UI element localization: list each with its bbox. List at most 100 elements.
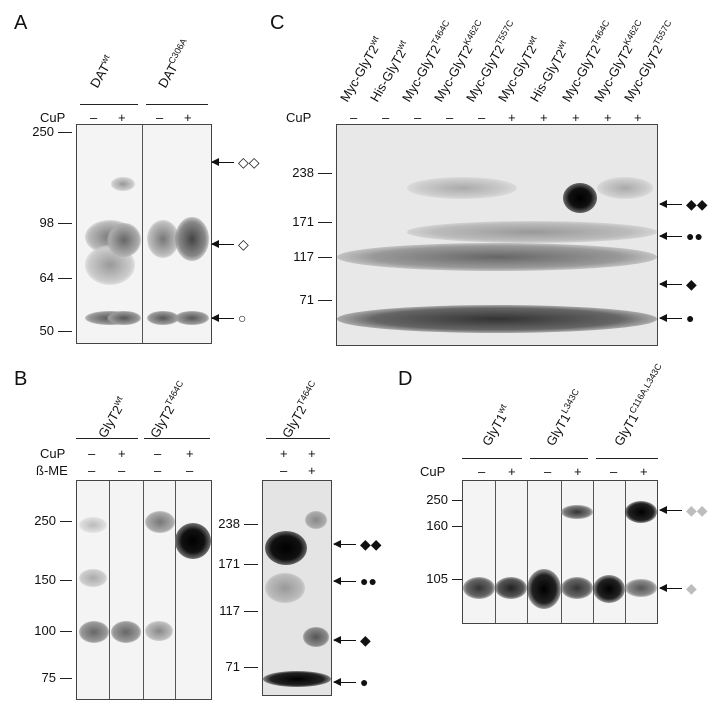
treatment-mark: – <box>280 463 288 478</box>
mw-marker: 75 <box>41 670 56 685</box>
gel-band <box>107 311 141 325</box>
treatment-mark: – <box>88 463 96 478</box>
band-arrow <box>333 636 356 644</box>
treatment-mark: – <box>118 463 126 478</box>
annotation-filled-diamonds: ◆◆ <box>360 536 382 552</box>
lane-separator <box>561 481 562 623</box>
cup-row-label: CuP <box>286 110 312 125</box>
band-arrow <box>333 540 356 548</box>
lane-separator <box>625 481 626 623</box>
mw-marker: 150 <box>34 572 56 587</box>
band-arrow <box>333 577 356 585</box>
group-label-glyt1-l343c: GlyT1L343C <box>543 387 582 449</box>
treatment-mark: – <box>156 110 164 125</box>
gel-blot-a <box>76 124 212 344</box>
cup-row-label: CuP <box>40 446 66 461</box>
gel-band <box>107 223 141 257</box>
lane-separator <box>527 481 528 623</box>
mw-marker: 105 <box>426 571 448 586</box>
bme-row-label: ß-ME <box>36 463 68 478</box>
annotation-open-circle: ○ <box>238 310 247 326</box>
gel-band <box>527 569 561 609</box>
annotation-filled-circles: ●● <box>686 228 703 244</box>
mw-marker: 238 <box>292 165 314 180</box>
treatment-mark: + <box>280 446 288 461</box>
treatment-mark: + <box>634 110 642 125</box>
band-arrow <box>659 506 682 514</box>
gel-band <box>337 243 657 271</box>
treatment-mark: – <box>610 464 618 479</box>
mw-tick <box>60 521 72 522</box>
treatment-mark: – <box>446 110 454 125</box>
mw-tick <box>60 678 72 679</box>
treatment-mark: – <box>478 110 486 125</box>
annotation-filled-diamond: ◆ <box>686 276 697 292</box>
band-arrow <box>211 314 234 322</box>
gel-band <box>175 523 211 559</box>
panel-label-d: D <box>398 368 413 390</box>
lane-separator <box>495 481 496 623</box>
treatment-mark: + <box>508 464 516 479</box>
mw-tick <box>244 667 258 668</box>
annotation-open-diamond: ◇ <box>238 236 249 252</box>
gel-band <box>111 177 135 191</box>
group-label-glyt1-wt: GlyT1wt <box>479 402 510 449</box>
band-arrow <box>333 678 356 686</box>
gel-band <box>463 577 495 599</box>
gel-band <box>145 621 173 641</box>
group-underline <box>530 458 588 459</box>
mw-marker: 171 <box>292 214 314 229</box>
gel-band <box>563 183 597 213</box>
mw-marker: 117 <box>293 249 314 264</box>
band-arrow <box>659 232 682 240</box>
annotation-filled-circles: ●● <box>360 573 377 589</box>
annotation-filled-circle: ● <box>686 310 695 326</box>
treatment-mark: + <box>186 446 194 461</box>
gel-band <box>175 311 209 325</box>
treatment-mark: – <box>350 110 358 125</box>
annotation-grey-diamonds: ◆◆ <box>686 502 708 518</box>
mw-tick <box>318 300 332 301</box>
annotation-grey-diamond: ◆ <box>686 580 697 596</box>
band-arrow <box>659 584 682 592</box>
gel-band <box>79 517 107 533</box>
mw-marker: 160 <box>426 518 448 533</box>
panel-label-c: C <box>270 12 285 34</box>
mw-tick <box>318 173 332 174</box>
treatment-mark: – <box>382 110 390 125</box>
mw-tick <box>244 611 258 612</box>
treatment-mark: + <box>572 110 580 125</box>
treatment-mark: + <box>308 446 316 461</box>
lane-separator <box>109 481 110 699</box>
mw-tick <box>318 222 332 223</box>
mw-tick <box>244 524 258 525</box>
group-underline <box>76 438 138 439</box>
treatment-mark: – <box>186 463 194 478</box>
treatment-mark: + <box>574 464 582 479</box>
gel-band <box>337 305 657 333</box>
gel-band <box>145 511 175 533</box>
annotation-filled-diamonds: ◆◆ <box>686 196 708 212</box>
annotation-filled-diamond: ◆ <box>360 632 371 648</box>
treatment-mark: + <box>540 110 548 125</box>
treatment-mark: – <box>544 464 552 479</box>
treatment-mark: + <box>604 110 612 125</box>
gel-band <box>263 671 331 687</box>
group-label-glyt2-t464c-right: GlyT2T464C <box>279 378 318 441</box>
mw-marker: 100 <box>34 623 56 638</box>
gel-band <box>593 575 625 603</box>
mw-marker: 71 <box>225 659 240 674</box>
group-label-dat-wt: DATwt <box>87 52 113 91</box>
group-label-glyt1-c116a-l343c: GlyT1C116A,L343C <box>611 361 664 449</box>
mw-marker: 98 <box>39 215 54 230</box>
band-arrow <box>659 200 682 208</box>
gel-blot-d <box>462 480 658 624</box>
mw-marker: 238 <box>218 516 240 531</box>
cup-row-label: CuP <box>420 464 446 479</box>
treatment-mark: + <box>118 110 126 125</box>
group-underline <box>144 438 210 439</box>
annotation-filled-circle: ● <box>360 674 369 690</box>
gel-band <box>407 177 517 199</box>
band-arrow <box>211 158 234 166</box>
gel-band <box>597 177 653 199</box>
